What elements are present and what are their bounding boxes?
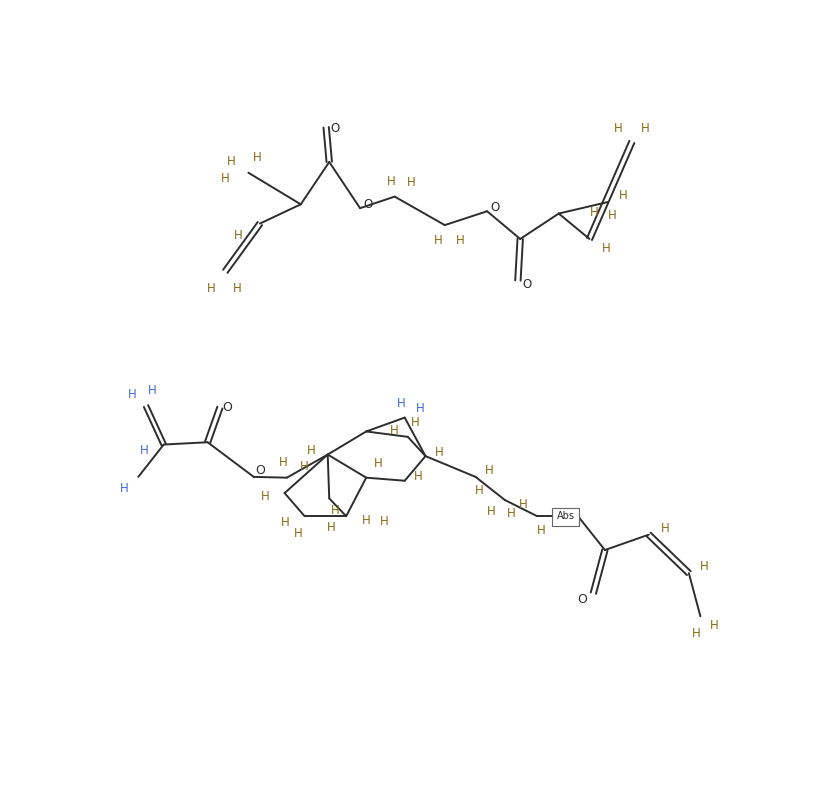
Text: O: O	[577, 593, 587, 606]
Text: H: H	[120, 482, 129, 495]
Text: H: H	[642, 122, 650, 134]
Text: O: O	[363, 198, 372, 211]
Text: H: H	[281, 516, 290, 529]
Text: H: H	[414, 470, 423, 484]
Text: H: H	[590, 206, 598, 219]
Text: H: H	[396, 397, 406, 411]
Text: H: H	[148, 384, 156, 397]
Text: H: H	[261, 491, 270, 503]
Text: H: H	[294, 527, 302, 539]
Text: Abs: Abs	[557, 511, 575, 521]
Text: H: H	[700, 560, 709, 574]
Text: H: H	[613, 122, 622, 134]
Text: H: H	[435, 234, 443, 247]
Text: H: H	[140, 444, 149, 457]
Text: H: H	[411, 417, 420, 429]
Text: H: H	[619, 189, 627, 203]
Text: O: O	[255, 464, 265, 477]
Text: H: H	[307, 444, 315, 457]
Text: H: H	[507, 507, 515, 520]
Text: H: H	[607, 210, 617, 222]
Text: H: H	[207, 282, 216, 294]
Text: H: H	[381, 515, 389, 528]
Text: H: H	[661, 522, 670, 535]
Text: O: O	[331, 122, 340, 135]
Text: H: H	[234, 282, 242, 294]
Text: H: H	[407, 177, 416, 189]
Text: H: H	[128, 388, 136, 401]
FancyBboxPatch shape	[552, 508, 579, 526]
Text: H: H	[331, 503, 340, 517]
Text: O: O	[223, 401, 233, 414]
Text: H: H	[435, 446, 444, 458]
Text: H: H	[602, 242, 611, 254]
Text: H: H	[519, 498, 528, 511]
Text: H: H	[221, 173, 229, 185]
Text: H: H	[234, 228, 243, 242]
Text: H: H	[455, 234, 465, 247]
Text: H: H	[278, 456, 288, 469]
Text: H: H	[485, 464, 494, 477]
Text: H: H	[227, 155, 236, 168]
Text: O: O	[523, 278, 532, 291]
Text: H: H	[299, 459, 308, 473]
Text: H: H	[710, 619, 719, 632]
Text: H: H	[327, 521, 335, 535]
Text: H: H	[475, 484, 484, 497]
Text: H: H	[253, 151, 262, 164]
Text: H: H	[373, 458, 382, 470]
Text: H: H	[390, 424, 398, 437]
Text: H: H	[537, 524, 545, 536]
Text: H: H	[386, 175, 396, 188]
Text: O: O	[490, 201, 499, 214]
Text: H: H	[692, 626, 701, 640]
Text: H: H	[487, 505, 495, 518]
Text: H: H	[416, 402, 425, 414]
Text: H: H	[361, 513, 371, 527]
